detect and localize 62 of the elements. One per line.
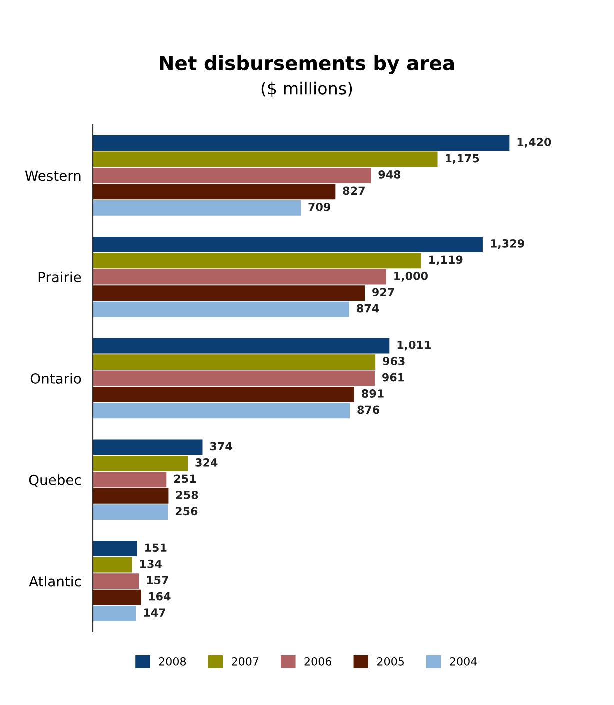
data-label: 961 <box>382 373 404 382</box>
data-label: 1,011 <box>398 340 431 351</box>
data-label: 891 <box>362 390 384 398</box>
legend-label: 2005 <box>378 657 404 666</box>
bar <box>93 236 483 252</box>
bar <box>93 286 366 302</box>
data-label: 1,175 <box>446 154 480 164</box>
bar <box>93 488 169 504</box>
bar <box>93 370 375 386</box>
data-label: 134 <box>140 560 162 568</box>
bar <box>93 590 142 606</box>
legend-label: 2004 <box>450 657 478 666</box>
data-label: 948 <box>378 170 401 179</box>
data-label: 963 <box>383 357 405 366</box>
bar <box>93 354 376 370</box>
y-tick-label: Atlantic <box>29 576 82 587</box>
data-label: 1,119 <box>430 256 463 266</box>
data-label: 258 <box>176 490 198 500</box>
data-label: 927 <box>372 288 394 297</box>
data-label: 324 <box>196 458 218 467</box>
chart-title: Net disbursements by area <box>160 56 454 74</box>
bar <box>93 541 138 557</box>
bar <box>93 472 167 488</box>
bar <box>93 456 188 472</box>
data-label: 709 <box>308 202 330 212</box>
data-label: 374 <box>210 442 232 451</box>
data-label: 1,000 <box>394 272 428 282</box>
bar <box>93 269 386 285</box>
legend-label: 2006 <box>304 657 332 666</box>
bar <box>93 574 140 590</box>
bar <box>93 504 168 520</box>
bar <box>93 136 510 151</box>
y-tick-label: Ontario <box>30 373 82 384</box>
data-label: 876 <box>358 406 380 414</box>
bar <box>93 387 354 402</box>
data-label: 1,420 <box>518 138 552 148</box>
bar <box>93 338 390 354</box>
data-label: 251 <box>174 474 196 484</box>
bar <box>93 184 336 200</box>
data-label: 1,329 <box>491 239 524 250</box>
data-label: 147 <box>144 608 166 617</box>
bar <box>93 253 422 269</box>
bar <box>93 152 438 168</box>
data-label: 827 <box>343 186 365 196</box>
legend-label: 2008 <box>159 657 186 666</box>
data-label: 164 <box>149 592 171 601</box>
data-label: 151 <box>146 544 167 552</box>
bar <box>93 302 350 318</box>
legend-label: 2007 <box>232 657 259 666</box>
data-label: 157 <box>147 576 168 585</box>
bar <box>93 440 203 456</box>
y-tick-label: Quebec <box>29 474 82 487</box>
y-tick-label: Western <box>25 170 81 182</box>
bar <box>93 557 132 573</box>
bar <box>93 168 372 184</box>
bar <box>93 606 136 622</box>
data-label: 256 <box>176 507 198 516</box>
chart-subtitle: ($ millions) <box>262 82 352 98</box>
data-label: 874 <box>357 304 380 313</box>
bar <box>93 200 302 216</box>
bar <box>93 403 350 419</box>
y-tick-label: Prairie <box>38 272 82 283</box>
